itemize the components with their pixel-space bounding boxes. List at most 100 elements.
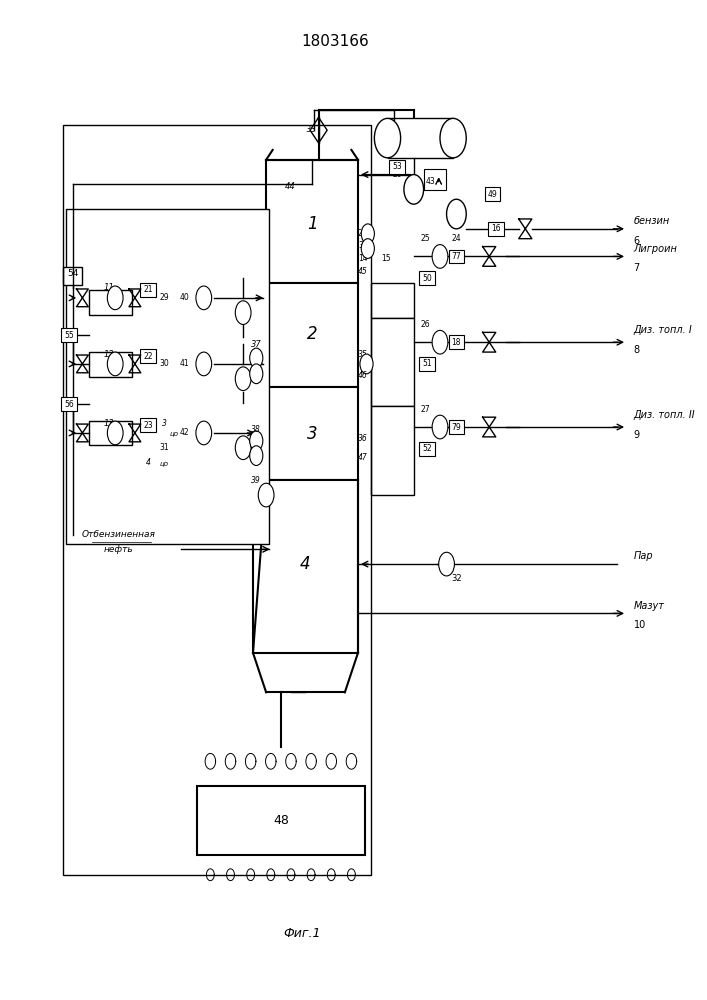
Bar	[89, 352, 132, 377]
Text: 20: 20	[392, 170, 402, 179]
Text: 6: 6	[633, 236, 640, 246]
Text: цо: цо	[170, 430, 179, 436]
Bar	[63, 125, 371, 875]
Text: 47: 47	[358, 453, 368, 462]
Text: 8: 8	[633, 345, 640, 355]
Text: 77: 77	[452, 252, 461, 261]
Bar	[448, 250, 464, 263]
Circle shape	[432, 245, 448, 268]
Bar	[266, 283, 358, 387]
Text: 25: 25	[421, 234, 431, 243]
Circle shape	[360, 354, 373, 374]
Text: 9: 9	[633, 430, 640, 440]
Bar	[66, 209, 269, 544]
Text: 3: 3	[307, 425, 317, 443]
Text: Диз. топл. II: Диз. топл. II	[633, 410, 695, 420]
Circle shape	[438, 552, 455, 576]
Text: 32: 32	[451, 574, 462, 583]
Text: 41: 41	[180, 359, 189, 368]
Bar	[253, 480, 358, 653]
Circle shape	[107, 352, 123, 376]
Text: 1: 1	[307, 215, 317, 233]
Circle shape	[447, 199, 466, 229]
Bar	[266, 160, 358, 283]
Text: 31: 31	[160, 443, 169, 452]
Circle shape	[432, 330, 448, 354]
Bar	[89, 290, 132, 315]
Text: 29: 29	[160, 293, 169, 302]
Text: 39: 39	[252, 476, 261, 485]
Text: 13: 13	[103, 419, 114, 428]
Text: 43: 43	[426, 177, 435, 186]
Text: 4: 4	[300, 555, 311, 573]
Bar	[266, 387, 358, 480]
Bar	[387, 118, 453, 158]
Circle shape	[235, 367, 251, 391]
Text: 34: 34	[358, 241, 368, 250]
Text: 56: 56	[64, 400, 74, 409]
Text: 1803166: 1803166	[301, 34, 369, 49]
Circle shape	[361, 239, 375, 258]
Text: 44: 44	[285, 182, 296, 191]
Text: 36: 36	[358, 434, 368, 443]
Text: 16: 16	[491, 224, 501, 233]
Text: 37: 37	[251, 340, 262, 349]
Bar	[419, 357, 435, 371]
Bar	[423, 169, 446, 190]
Text: 35: 35	[358, 350, 368, 359]
Text: 27: 27	[421, 405, 431, 414]
Circle shape	[235, 301, 251, 324]
Text: 40: 40	[180, 293, 189, 302]
Text: 7: 7	[633, 263, 640, 273]
Bar	[371, 318, 414, 406]
Text: 2: 2	[307, 325, 317, 343]
Text: 11: 11	[103, 283, 114, 292]
Text: 46: 46	[358, 371, 368, 380]
Bar	[419, 271, 435, 285]
Text: 51: 51	[422, 359, 432, 368]
Circle shape	[250, 431, 263, 451]
Circle shape	[107, 286, 123, 310]
Text: Мазут: Мазут	[633, 601, 665, 611]
Circle shape	[107, 421, 123, 445]
Bar	[61, 328, 78, 342]
Circle shape	[440, 118, 466, 158]
Text: 28: 28	[358, 229, 368, 238]
Bar	[89, 421, 132, 445]
Circle shape	[375, 118, 401, 158]
Text: 30: 30	[160, 359, 169, 368]
Text: Отбензиненная: Отбензиненная	[81, 530, 156, 539]
Circle shape	[250, 364, 263, 384]
Text: Лигроин: Лигроин	[633, 244, 677, 254]
Text: 18: 18	[452, 338, 461, 347]
Circle shape	[250, 446, 263, 465]
Bar	[448, 335, 464, 349]
Text: 15: 15	[381, 254, 390, 263]
Text: 79: 79	[452, 423, 461, 432]
Bar	[197, 786, 365, 855]
Circle shape	[432, 415, 448, 439]
Text: 4: 4	[146, 458, 151, 467]
Text: Фиг.1: Фиг.1	[284, 927, 321, 940]
Text: 24: 24	[452, 234, 461, 243]
Circle shape	[196, 286, 211, 310]
Circle shape	[404, 175, 423, 204]
Bar	[371, 283, 414, 318]
Text: 52: 52	[422, 444, 432, 453]
Text: 22: 22	[144, 352, 153, 361]
Text: 23: 23	[144, 421, 153, 430]
Text: цо: цо	[160, 460, 169, 466]
Bar	[371, 406, 414, 495]
Bar	[140, 349, 156, 363]
Text: 53: 53	[392, 162, 402, 171]
Text: 45: 45	[358, 267, 368, 276]
Text: 26: 26	[421, 320, 431, 329]
Text: 38: 38	[252, 424, 261, 434]
Text: бензин: бензин	[633, 216, 670, 226]
Circle shape	[361, 224, 375, 244]
Bar	[484, 187, 501, 201]
Text: 49: 49	[488, 190, 497, 199]
Text: 21: 21	[144, 285, 153, 294]
Text: Диз. топл. I: Диз. топл. I	[633, 325, 692, 335]
Bar	[140, 418, 156, 432]
